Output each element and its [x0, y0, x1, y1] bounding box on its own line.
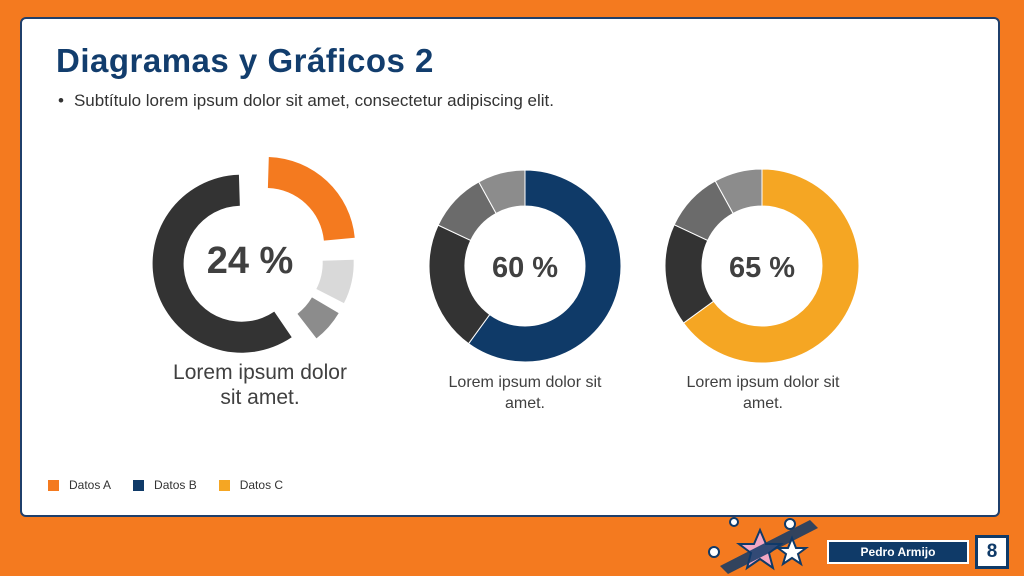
- chart-2-slice-4: [478, 169, 526, 215]
- chart-1-slice-1: [267, 157, 355, 241]
- star-decoration-icon: [708, 517, 818, 574]
- legend: Datos A Datos B Datos C: [48, 478, 283, 492]
- chart-2-caption: Lorem ipsum dolor sit amet.: [448, 374, 602, 412]
- legend-swatch-c: [218, 479, 230, 491]
- chart-3-caption: Lorem ipsum dolor sit amet.: [686, 374, 840, 412]
- chart-3-slice-4: [714, 168, 763, 215]
- slide-subtitle: • Subtítulo lorem ipsum dolor sit amet, c…: [58, 91, 554, 111]
- chart-3-center-label: 65 %: [728, 252, 796, 284]
- legend-swatch-b: [133, 479, 145, 491]
- chart-3-slice-1: [682, 168, 860, 364]
- legend-label-a: Datos A: [69, 478, 112, 492]
- legend-item-a: Datos A: [48, 478, 111, 492]
- subtitle-text: Subtítulo lorem ipsum dolor sit amet, co…: [73, 91, 554, 110]
- page-number: 8: [975, 535, 1009, 569]
- legend-label-b: Datos B: [154, 478, 197, 492]
- legend-swatch-a: [48, 479, 59, 491]
- author-badge: Pedro Armijo: [827, 540, 969, 564]
- chart-2-slice-1: [467, 169, 622, 363]
- legend-item-b: Datos B: [133, 478, 197, 492]
- chart-1-slice-3: [297, 297, 339, 339]
- legend-label-c: Datos C: [239, 478, 284, 492]
- slide-title: Diagramas y Gráficos 2: [56, 42, 434, 79]
- chart-1-slice-2: [316, 259, 354, 304]
- chart-1-caption: Lorem ipsum dolor sit amet.: [173, 361, 347, 409]
- chart-2-center-label: 60 %: [491, 252, 559, 284]
- legend-item-c: Datos C: [218, 478, 284, 492]
- bullet-icon: •: [58, 91, 64, 110]
- chart-1-center-label: 24 %: [206, 240, 294, 282]
- chart-1-slice-4: [152, 174, 292, 353]
